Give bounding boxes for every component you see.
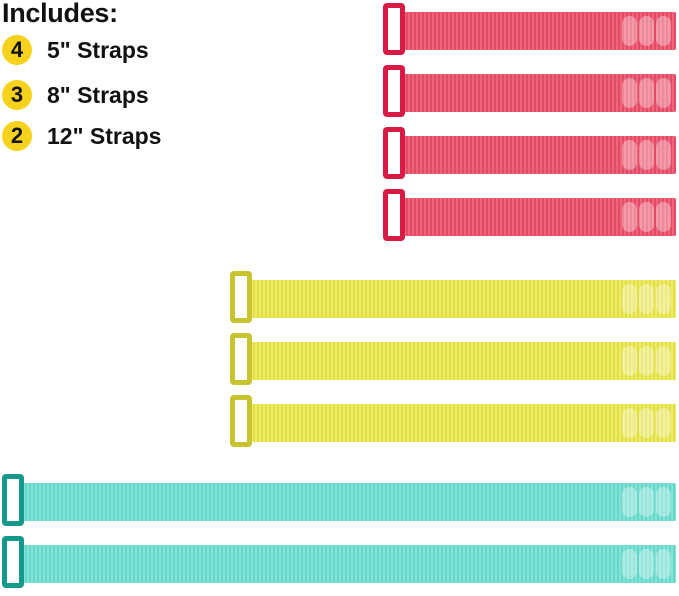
item-label: 8" Straps [47, 81, 149, 108]
hook-pad [639, 549, 654, 579]
hook-pad [639, 78, 654, 108]
include-item-5in: 4 5" Straps [2, 35, 149, 65]
hook-pad [656, 78, 671, 108]
hook-pad [622, 408, 637, 438]
strap-body [404, 74, 676, 112]
hook-pad [656, 408, 671, 438]
hook-pad [656, 487, 671, 517]
include-item-8in: 3 8" Straps [2, 80, 149, 110]
hook-pad [656, 346, 671, 376]
hook-pad [622, 487, 637, 517]
hook-pad [622, 78, 637, 108]
hook-pad [656, 140, 671, 170]
include-item-12in: 2 12" Straps [2, 121, 161, 151]
hook-pad [639, 202, 654, 232]
hook-pad [622, 202, 637, 232]
item-label: 5" Straps [47, 36, 149, 63]
hook-pad [656, 284, 671, 314]
hook-pad [639, 408, 654, 438]
count-badge: 2 [2, 121, 32, 151]
hook-pad [622, 140, 637, 170]
strap-body [251, 280, 676, 318]
strap-body [404, 136, 676, 174]
count-badge: 4 [2, 35, 32, 65]
item-label: 12" Straps [47, 122, 162, 149]
buckle-icon [383, 127, 405, 179]
count-badge: 3 [2, 80, 32, 110]
hook-pad [639, 346, 654, 376]
buckle-icon [383, 65, 405, 117]
hook-pad [639, 140, 654, 170]
buckle-icon [2, 536, 24, 588]
hook-pad [622, 284, 637, 314]
strap-body [251, 404, 676, 442]
strap-body [23, 545, 676, 583]
buckle-icon [2, 474, 24, 526]
hook-pad [656, 202, 671, 232]
hook-pad [639, 487, 654, 517]
hook-pad [639, 16, 654, 46]
strap-body [23, 483, 676, 521]
buckle-icon [230, 271, 252, 323]
includes-title: Includes: [2, 0, 118, 28]
buckle-icon [383, 189, 405, 241]
hook-pad [656, 16, 671, 46]
hook-pad [622, 16, 637, 46]
hook-pad [622, 346, 637, 376]
strap-body [404, 12, 676, 50]
buckle-icon [230, 395, 252, 447]
buckle-icon [383, 3, 405, 55]
strap-body [251, 342, 676, 380]
hook-pad [622, 549, 637, 579]
hook-pad [639, 284, 654, 314]
hook-pad [656, 549, 671, 579]
strap-body [404, 198, 676, 236]
buckle-icon [230, 333, 252, 385]
